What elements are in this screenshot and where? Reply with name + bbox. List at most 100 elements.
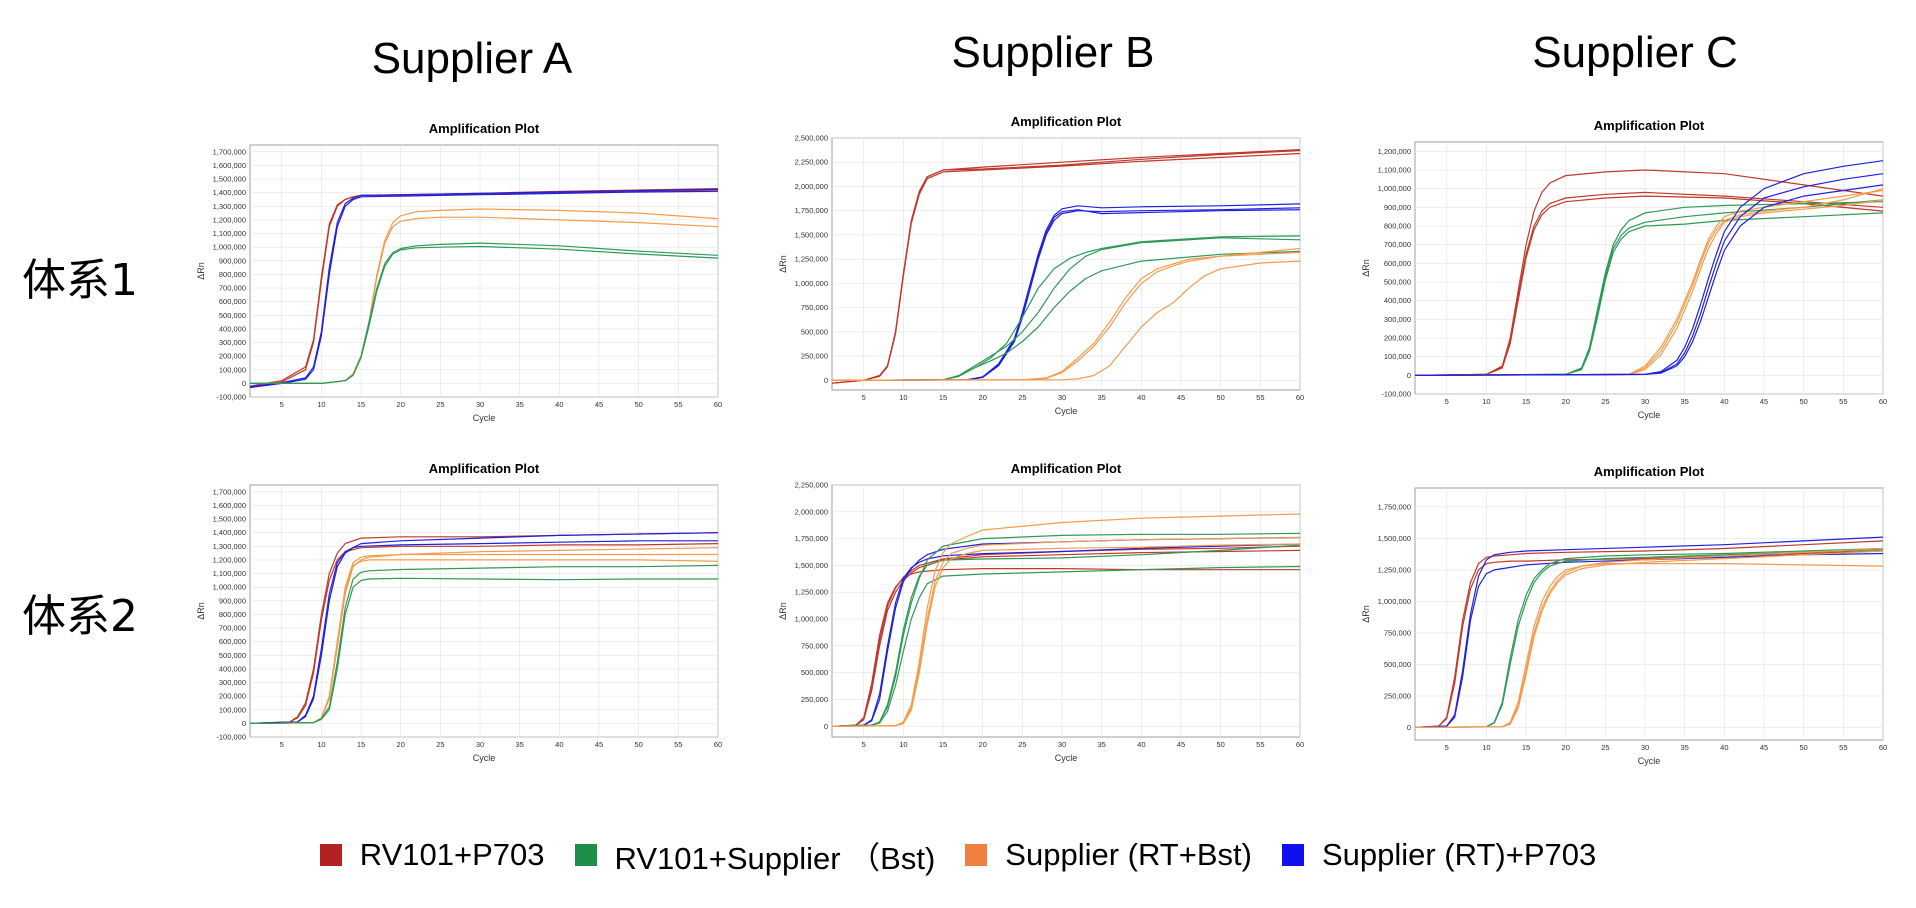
x-tick-label: 25 [1601,743,1609,752]
x-tick-label: 30 [1058,393,1066,402]
series-line-green [250,245,719,384]
series-line-orange [831,247,1301,381]
x-tick-label: 45 [1177,393,1185,402]
y-tick-label: 1,000,000 [1378,597,1411,606]
series-line-blue [249,188,719,388]
series-line-red [1414,195,1884,376]
y-tick-label: 200,000 [219,692,246,701]
y-tick-label: 1,000,000 [1378,184,1411,193]
x-tick-label: 10 [317,740,325,749]
x-tick-label: 5 [1445,743,1449,752]
x-tick-label: 60 [714,400,722,409]
y-tick-label: 1,300,000 [213,202,246,211]
y-tick-label: 600,000 [219,297,246,306]
y-tick-label: 300,000 [219,678,246,687]
y-tick-label: 1,500,000 [213,515,246,524]
x-tick-label: 55 [1256,740,1264,749]
y-tick-label: 0 [242,719,246,728]
x-axis-label: Cycle [1055,753,1078,763]
y-tick-label: 1,000,000 [213,243,246,252]
x-tick-label: 45 [1177,740,1185,749]
x-tick-label: 40 [555,400,563,409]
series-line-orange [1414,547,1884,728]
x-tick-label: 20 [397,400,405,409]
series-line-green [1414,549,1884,728]
x-tick-label: 45 [1760,743,1768,752]
x-tick-label: 50 [1217,740,1225,749]
x-tick-label: 45 [595,740,603,749]
x-tick-label: 55 [1839,397,1847,406]
y-tick-label: 0 [1407,371,1411,380]
y-tick-label: 1,000,000 [795,279,828,288]
y-tick-label: 1,750,000 [1378,502,1411,511]
x-tick-label: 60 [1296,740,1304,749]
y-tick-label: 0 [242,379,246,388]
y-tick-label: 400,000 [219,324,246,333]
chart-title: Amplification Plot [1011,114,1122,129]
plot-area [1414,141,1884,395]
column-header-supplier-a: Supplier A [371,34,573,83]
plot-area [249,484,719,738]
y-tick-label: 1,100,000 [213,569,246,578]
y-tick-label: 400,000 [1384,296,1411,305]
legend-label: RV101+P703 [359,837,545,872]
x-tick-label: 15 [939,393,947,402]
y-tick-label: 800,000 [1384,222,1411,231]
y-tick-label: 1,250,000 [1378,565,1411,574]
series-line-orange [1414,189,1884,376]
y-tick-label: -100,000 [216,393,246,402]
x-tick-label: 35 [1098,393,1106,402]
y-tick-label: 1,600,000 [213,161,246,170]
amplification-plot: Amplification Plot 5 10 15 20 25 30 35 40 45 50 55 6… [1361,464,1887,766]
x-tick-label: 25 [436,400,444,409]
x-tick-label: 60 [1879,743,1887,752]
x-tick-label: 55 [674,740,682,749]
x-tick-label: 35 [1681,743,1689,752]
x-tick-label: 15 [1522,397,1530,406]
series-line-green [1414,212,1884,376]
row-label-system-1: 体系1 [22,255,138,306]
legend-item: Supplier (RT)+P703 [1281,837,1597,873]
series-line-orange [831,543,1301,727]
chart-panel: Amplification Plot 5 10 15 20 25 30 35 40 45 50 55 6… [190,455,730,775]
y-tick-label: 1,600,000 [213,501,246,510]
series-line-orange [249,547,719,724]
legend-swatch [965,844,988,866]
series-line-red [249,543,719,724]
y-axis-label: ΔRn [196,602,206,620]
y-tick-label: 2,000,000 [795,182,828,191]
y-tick-label: -100,000 [216,733,246,742]
x-tick-label: 15 [1522,743,1530,752]
chart-panel: Amplification Plot 5 10 15 20 25 30 35 40 45 50 55 6… [772,455,1312,775]
y-tick-label: 100,000 [219,705,246,714]
y-tick-label: 100,000 [219,365,246,374]
plot-area [249,144,719,398]
y-tick-label: 600,000 [1384,259,1411,268]
legend-item: RV101+P703 [319,837,545,873]
y-tick-label: 2,250,000 [795,158,828,167]
x-axis-label: Cycle [1638,756,1661,766]
y-tick-label: 1,500,000 [1378,534,1411,543]
x-tick-label: 10 [899,393,907,402]
series-line-green [249,564,719,724]
series-line-orange [831,513,1301,727]
x-axis-label: Cycle [1055,406,1078,416]
x-tick-label: 10 [317,400,325,409]
y-tick-label: 0 [824,376,828,385]
y-tick-label: 1,250,000 [795,255,828,264]
y-tick-label: 1,500,000 [213,175,246,184]
plot-area [1414,487,1884,741]
legend-label: Supplier (RT)+P703 [1321,837,1597,872]
x-tick-label: 15 [357,400,365,409]
series-line-blue [249,540,718,724]
y-tick-label: 750,000 [1384,628,1411,637]
legend-item: RV101+Supplier （Bst) [574,833,935,878]
y-tick-label: 900,000 [219,596,246,605]
y-tick-label: 1,200,000 [213,555,246,564]
y-tick-label: 500,000 [219,311,246,320]
x-tick-label: 20 [1562,743,1570,752]
y-tick-label: 500,000 [801,327,828,336]
x-tick-label: 30 [1641,397,1649,406]
series-line-orange [1414,199,1884,376]
y-tick-label: 750,000 [801,303,828,312]
